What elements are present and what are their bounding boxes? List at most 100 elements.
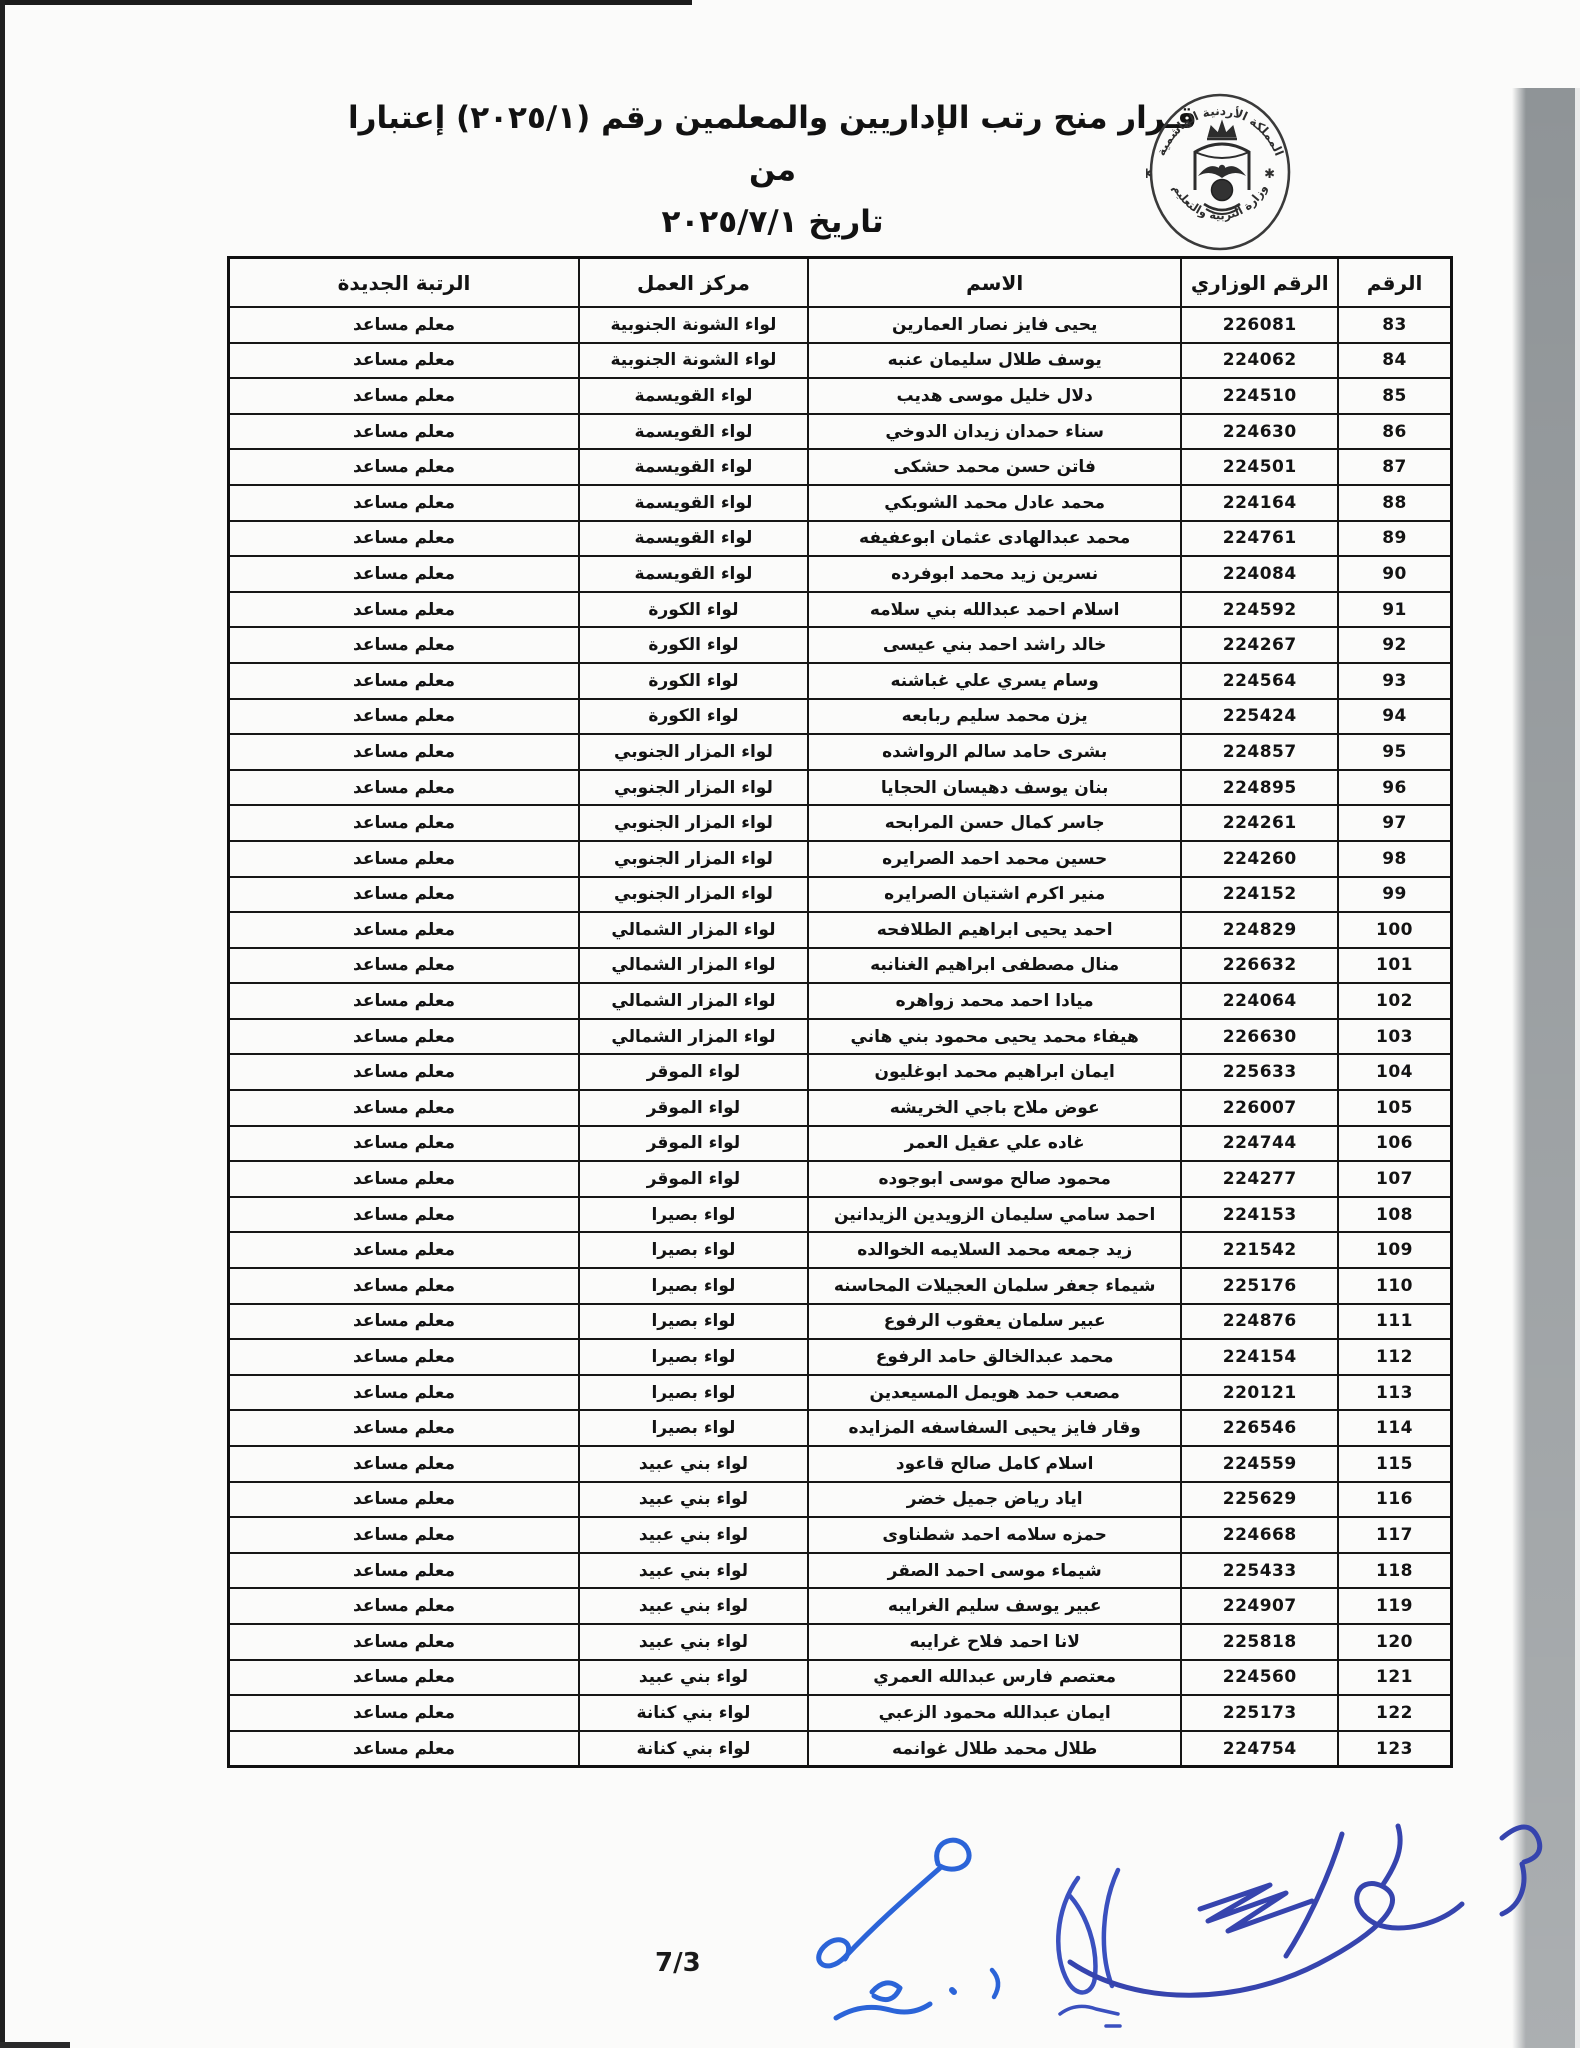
cell-row-number: 109 (1337, 1231, 1453, 1270)
table-row: 122 225173 ايمان عبدالله محمود الزعبي لو… (227, 1694, 1453, 1732)
cell-new-rank: معلم مساعد (227, 1409, 580, 1447)
cell-work-center: لواء المزار الشمالي (577, 946, 809, 985)
cell-row-number: 107 (1337, 1160, 1453, 1198)
cell-ministry-number: 224261 (1180, 804, 1340, 842)
signature-left (816, 1837, 1001, 2021)
cell-ministry-number: 225433 (1180, 1551, 1340, 1590)
cell-name: اياد رياض جميل خضر (806, 1480, 1183, 1519)
cell-work-center: لواء الكورة (577, 626, 809, 664)
cell-new-rank: معلم مساعد (227, 626, 580, 664)
cell-new-rank: معلم مساعد (227, 555, 580, 593)
cell-name: بشرى حامد سالم الرواشده (806, 733, 1183, 771)
cell-new-rank: معلم مساعد (227, 1551, 580, 1590)
cell-new-rank: معلم مساعد (227, 448, 580, 486)
seal-globe-icon (1203, 178, 1241, 215)
header-new-rank: الرتبة الجديدة (227, 256, 580, 308)
cell-name: عبير سلمان يعقوب الرفوع (806, 1302, 1183, 1341)
table-row: 106 224744 غاده علي عقيل العمر لواء المو… (227, 1124, 1453, 1163)
ranks-table: الرقم الرقم الوزاري الاسم مركز العمل الر… (227, 256, 1453, 1769)
cell-ministry-number: 220121 (1180, 1373, 1340, 1412)
cell-name: شيماء موسى احمد الصقر (806, 1551, 1183, 1590)
table-row: 86 224630 سناء حمدان زيدان الدوخي لواء ا… (227, 412, 1453, 451)
table-row: 107 224277 محمود صالح موسى ابوجوده لواء … (227, 1160, 1453, 1198)
document-title-line2: تاريخ ٢٠٢٥/٧/١ (661, 204, 884, 240)
cell-new-rank: معلم مساعد (227, 911, 580, 949)
cell-ministry-number: 224754 (1180, 1729, 1340, 1768)
cell-work-center: لواء المزار الشمالي (577, 982, 809, 1020)
table-row: 113 220121 مصعب حمد هويمل المسيعدين لواء… (227, 1373, 1453, 1412)
cell-work-center: لواء بني عبيد (577, 1587, 809, 1625)
scan-edge-top (0, 0, 692, 5)
cell-work-center: لواء المزار الشمالي (577, 911, 809, 949)
table-row: 89 224761 محمد عبدالهادى عثمان ابوعفيفه … (227, 519, 1453, 558)
cell-row-number: 94 (1337, 697, 1453, 736)
cell-name: دلال خليل موسى هديب (806, 377, 1183, 415)
cell-ministry-number: 226632 (1180, 946, 1340, 985)
cell-new-rank: معلم مساعد (227, 1053, 580, 1092)
cell-row-number: 121 (1337, 1658, 1453, 1697)
cell-ministry-number: 224084 (1180, 555, 1340, 593)
cell-row-number: 106 (1337, 1124, 1453, 1163)
cell-row-number: 91 (1337, 590, 1453, 629)
cell-work-center: لواء بني عبيد (577, 1551, 809, 1590)
cell-name: نسرين زيد محمد ابوفرده (806, 555, 1183, 593)
cell-work-center: لواء بصيرا (577, 1302, 809, 1341)
cell-name: ايمان ابراهيم محمد ابوغليون (806, 1053, 1183, 1092)
cell-name: سناء حمدان زيدان الدوخي (806, 412, 1183, 451)
cell-ministry-number: 225818 (1180, 1622, 1340, 1661)
table-header-row: الرقم الرقم الوزاري الاسم مركز العمل الر… (227, 256, 1453, 308)
cell-new-rank: معلم مساعد (227, 306, 580, 344)
cell-ministry-number: 224501 (1180, 448, 1340, 486)
cell-row-number: 113 (1337, 1373, 1453, 1412)
cell-row-number: 112 (1337, 1338, 1453, 1376)
cell-row-number: 97 (1337, 804, 1453, 842)
cell-row-number: 89 (1337, 519, 1453, 558)
cell-name: حسين محمد احمد الصرايره (806, 839, 1183, 878)
cell-row-number: 116 (1337, 1480, 1453, 1519)
cell-work-center: لواء بني عبيد (577, 1480, 809, 1519)
cell-row-number: 123 (1337, 1729, 1453, 1768)
cell-new-rank: معلم مساعد (227, 804, 580, 842)
table-row: 114 226546 وقار فايز يحيى السفاسفه المزا… (227, 1409, 1453, 1447)
table-row: 117 224668 حمزه سلامه احمد شطناوى لواء ب… (227, 1516, 1453, 1554)
cell-row-number: 105 (1337, 1089, 1453, 1127)
cell-ministry-number: 224564 (1180, 661, 1340, 700)
cell-new-rank: معلم مساعد (227, 875, 580, 914)
header-work-center: مركز العمل (577, 256, 809, 308)
cell-row-number: 83 (1337, 306, 1453, 344)
cell-new-rank: معلم مساعد (227, 1373, 580, 1412)
cell-work-center: لواء الكورة (577, 697, 809, 736)
table-row: 100 224829 احمد يحيى ابراهيم الطلافحه لو… (227, 911, 1453, 949)
table-row: 116 225629 اياد رياض جميل خضر لواء بني ع… (227, 1480, 1453, 1519)
cell-work-center: لواء بني عبيد (577, 1445, 809, 1483)
table-row: 112 224154 محمد عبدالخالق حامد الرفوع لو… (227, 1338, 1453, 1376)
cell-new-rank: معلم مساعد (227, 768, 580, 807)
cell-ministry-number: 224277 (1180, 1160, 1340, 1198)
cell-work-center: لواء القويسمة (577, 519, 809, 558)
cell-new-rank: معلم مساعد (227, 1267, 580, 1305)
cell-row-number: 111 (1337, 1302, 1453, 1341)
cell-work-center: لواء المزار الشمالي (577, 1017, 809, 1056)
table-row: 101 226632 منال مصطفى ابراهيم الغنانبه ل… (227, 946, 1453, 985)
cell-name: حمزه سلامه احمد شطناوى (806, 1516, 1183, 1554)
cell-new-rank: معلم مساعد (227, 1302, 580, 1341)
cell-row-number: 87 (1337, 448, 1453, 486)
cell-row-number: 95 (1337, 733, 1453, 771)
cell-name: معتصم فارس عبدالله العمري (806, 1658, 1183, 1697)
cell-name: يوسف طلال سليمان عنبه (806, 341, 1183, 380)
cell-ministry-number: 225633 (1180, 1053, 1340, 1092)
cell-name: ايمان عبدالله محمود الزعبي (806, 1694, 1183, 1732)
cell-name: احمد سامي سليمان الزويدين الزيدانين (806, 1195, 1183, 1234)
svg-text:✱: ✱ (1146, 167, 1152, 182)
seal-eagle-icon (1198, 164, 1246, 178)
cell-ministry-number: 225176 (1180, 1267, 1340, 1305)
scan-edge-right-shadow (1512, 88, 1580, 2048)
cell-name: فاتن حسن محمد حشكى (806, 448, 1183, 486)
cell-ministry-number: 226081 (1180, 306, 1340, 344)
cell-name: خالد راشد احمد بني عيسى (806, 626, 1183, 664)
table-row: 109 221542 زيد جمعه محمد السلايمه الخوال… (227, 1231, 1453, 1270)
cell-ministry-number: 224668 (1180, 1516, 1340, 1554)
cell-ministry-number: 224062 (1180, 341, 1340, 380)
cell-name: اسلام احمد عبدالله بني سلامه (806, 590, 1183, 629)
cell-name: ميادا احمد محمد زواهره (806, 982, 1183, 1020)
